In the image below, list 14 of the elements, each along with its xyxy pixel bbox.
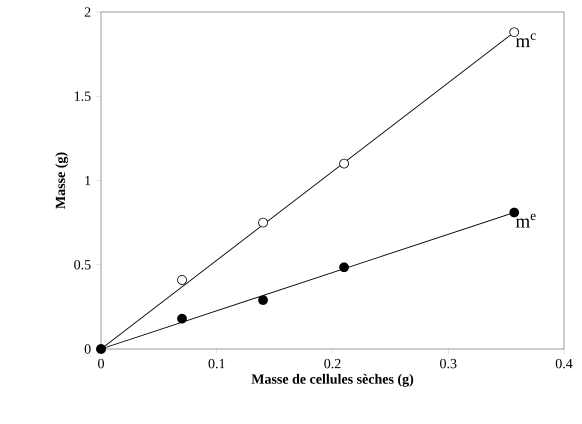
series-label: m$^{c}$ (516, 33, 536, 48)
y-tick-label: 1.5 (74, 92, 91, 101)
y-tick-label: 2 (84, 7, 90, 17)
y-axis-title: Masse (g) (55, 152, 68, 209)
x-tick-label: 0.1 (208, 358, 225, 368)
x-tick-label: 0 (98, 358, 104, 368)
x-tick-label: 0.3 (440, 358, 456, 368)
y-tick-label: 1 (85, 176, 90, 186)
x-tick-label: 0.2 (324, 358, 340, 368)
y-tick-label: 0 (84, 344, 91, 354)
x-axis-title: Masse de cellules sèches (g) (251, 374, 414, 387)
series-label: m$^{e}$ (516, 214, 536, 228)
y-tick-label: 0.5 (74, 260, 91, 270)
x-tick-label: 0.4 (556, 358, 573, 368)
